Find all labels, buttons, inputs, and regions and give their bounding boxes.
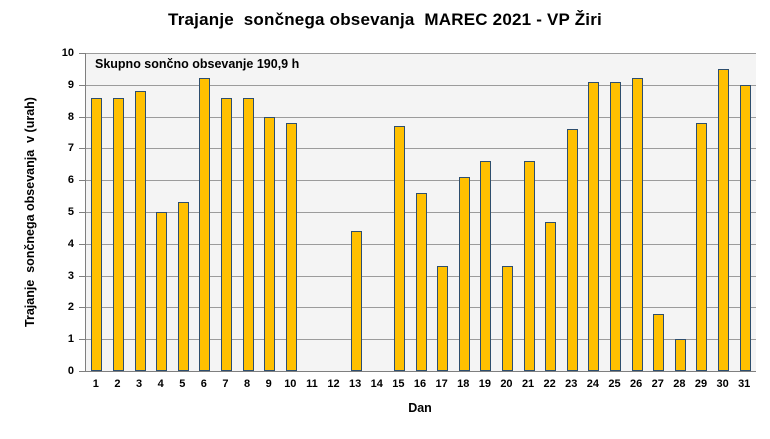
x-tick-label-31: 31	[738, 378, 751, 390]
y-tick-label: 0	[67, 365, 74, 377]
y-tick-mark	[79, 148, 85, 150]
bar-day-23	[566, 129, 578, 371]
x-tick-label-19: 19	[478, 378, 491, 390]
bar-day-27	[653, 314, 665, 371]
y-tick-mark	[79, 212, 85, 213]
y-tick-label: 4	[67, 237, 74, 250]
bar-day-4	[156, 212, 168, 371]
y-tick-mark	[79, 53, 85, 54]
bar-day-9	[264, 117, 276, 371]
y-tick-label: 1	[67, 333, 74, 346]
x-tick-label-2: 2	[114, 378, 121, 390]
y-tick-mark	[79, 275, 85, 277]
total-annotation: Skupno sončno obsevanje 190,9 h	[95, 57, 300, 71]
x-tick-label-3: 3	[135, 378, 143, 390]
x-tick-label-11: 11	[306, 378, 318, 390]
bar-day-6	[199, 78, 211, 371]
bar-day-15	[393, 126, 405, 371]
x-tick-label-13: 13	[349, 378, 362, 390]
x-tick-label-17: 17	[435, 378, 448, 390]
x-tick-label-4: 4	[157, 378, 164, 390]
x-tick-label-8: 8	[244, 378, 251, 390]
x-tick-label-23: 23	[565, 378, 578, 390]
bar-day-3	[134, 91, 146, 371]
bar-day-26	[631, 78, 643, 371]
bar-day-16	[415, 193, 427, 371]
bar-day-2	[112, 98, 124, 371]
bar-day-21	[523, 161, 535, 371]
x-tick-label-16: 16	[413, 378, 427, 390]
bar-day-24	[588, 82, 600, 371]
x-axis-title: Dan	[408, 401, 432, 415]
gridline	[86, 148, 756, 150]
bar-day-19	[480, 161, 492, 371]
bar-day-22	[545, 222, 557, 371]
gridline	[86, 53, 756, 54]
x-tick-label-10: 10	[284, 378, 297, 390]
bar-day-7	[220, 98, 232, 371]
y-tick-mark	[79, 180, 85, 182]
bar-day-29	[696, 123, 708, 371]
x-tick-label-18: 18	[457, 378, 470, 390]
bar-day-30	[718, 69, 730, 371]
y-axis-title: Trajanje sončnega obsevanja v (urah)	[23, 97, 37, 327]
y-tick-label: 2	[67, 301, 74, 314]
y-tick-mark	[79, 307, 85, 309]
bar-day-17	[437, 266, 449, 371]
x-tick-label-9: 9	[265, 378, 272, 390]
x-tick-label-20: 20	[500, 378, 513, 390]
gridline	[86, 116, 756, 118]
plot-area: Skupno sončno obsevanje 190,9 h	[85, 53, 756, 372]
gridline	[86, 84, 756, 86]
x-tick-label-28: 28	[673, 378, 686, 390]
x-tick-label-25: 25	[608, 378, 621, 390]
y-tick-label: 3	[67, 269, 74, 282]
y-tick-label: 6	[67, 174, 74, 187]
y-tick-mark	[79, 243, 85, 245]
y-tick-mark	[79, 339, 85, 341]
x-tick-label-7: 7	[222, 378, 229, 390]
x-tick-label-26: 26	[630, 378, 643, 390]
gridline	[86, 180, 756, 182]
bar-day-10	[285, 123, 297, 371]
y-tick-mark	[79, 84, 85, 86]
x-tick-label-29: 29	[694, 378, 708, 390]
x-tick-label-27: 27	[651, 378, 664, 390]
bar-day-20	[501, 266, 513, 371]
x-tick-label-6: 6	[200, 378, 207, 390]
y-tick-label: 7	[67, 142, 74, 155]
y-tick-mark	[79, 116, 85, 118]
x-tick-label-22: 22	[543, 378, 556, 390]
x-tick-label-1: 1	[92, 378, 99, 390]
bar-day-5	[177, 202, 189, 371]
x-tick-label-12: 12	[327, 378, 340, 390]
bar-day-25	[610, 82, 622, 371]
bar-day-13	[350, 231, 362, 371]
y-tick-label: 9	[67, 78, 74, 91]
x-tick-label-14: 14	[370, 378, 383, 390]
x-tick-label-24: 24	[586, 378, 600, 390]
x-tick-label-30: 30	[716, 378, 729, 390]
bar-day-8	[242, 98, 254, 371]
bar-day-28	[674, 339, 686, 371]
x-tick-label-15: 15	[392, 378, 405, 390]
chart-title: Trajanje sončnega obsevanja MAREC 2021 -…	[168, 10, 602, 29]
y-tick-label: 8	[67, 110, 74, 123]
x-tick-label-21: 21	[521, 378, 535, 390]
bar-day-1	[91, 98, 103, 371]
bar-day-18	[458, 177, 470, 371]
x-tick-label-5: 5	[179, 378, 186, 390]
y-tick-label: 10	[61, 47, 74, 59]
y-tick-mark	[79, 371, 85, 372]
y-tick-label: 5	[67, 206, 74, 218]
bar-day-31	[739, 85, 751, 371]
